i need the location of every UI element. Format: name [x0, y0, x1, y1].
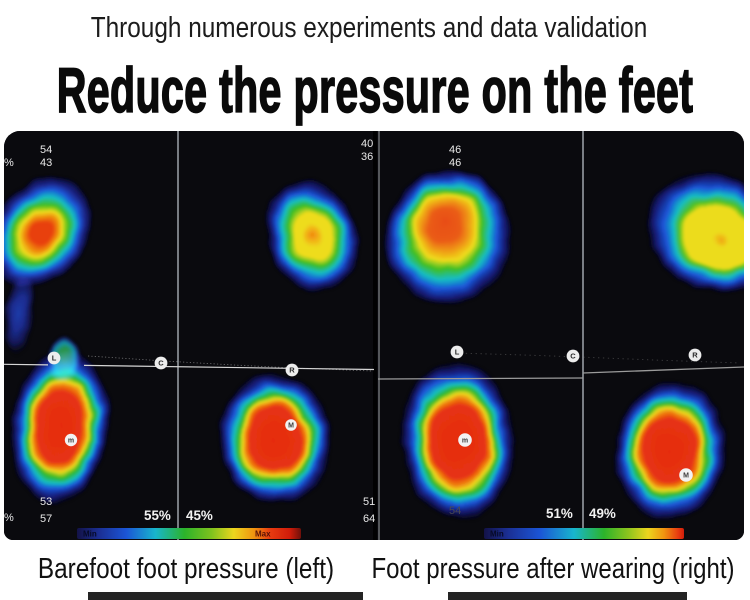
svg-text:Max: Max	[255, 530, 271, 539]
svg-text:55%: 55%	[144, 508, 171, 523]
svg-text:L: L	[52, 354, 57, 363]
svg-text:46: 46	[449, 144, 461, 156]
svg-text:57: 57	[40, 513, 52, 525]
svg-text:43: 43	[40, 157, 52, 169]
svg-text:45%: 45%	[186, 508, 213, 523]
svg-text:C: C	[158, 359, 164, 368]
svg-text:49%: 49%	[589, 506, 616, 521]
svg-text:46: 46	[449, 157, 461, 169]
svg-text:51: 51	[363, 496, 375, 508]
svg-text:L: L	[455, 348, 460, 357]
svg-text:R: R	[692, 351, 698, 360]
svg-text:51%: 51%	[546, 506, 573, 521]
svg-text:R: R	[289, 366, 295, 375]
svg-text:40: 40	[361, 138, 373, 150]
svg-text:64: 64	[363, 513, 375, 525]
svg-text:54: 54	[40, 144, 52, 156]
svg-text:m: m	[68, 438, 74, 445]
svg-text:36: 36	[361, 151, 373, 163]
svg-text:Min: Min	[490, 530, 504, 539]
svg-text:%: %	[4, 157, 14, 169]
svg-text:M: M	[683, 473, 689, 480]
svg-text:%: %	[4, 512, 14, 524]
svg-text:54: 54	[449, 505, 461, 517]
svg-text:Min: Min	[83, 530, 97, 539]
svg-text:53: 53	[40, 496, 52, 508]
svg-text:C: C	[570, 352, 576, 361]
svg-text:m: m	[462, 438, 468, 445]
svg-text:M: M	[288, 423, 294, 430]
